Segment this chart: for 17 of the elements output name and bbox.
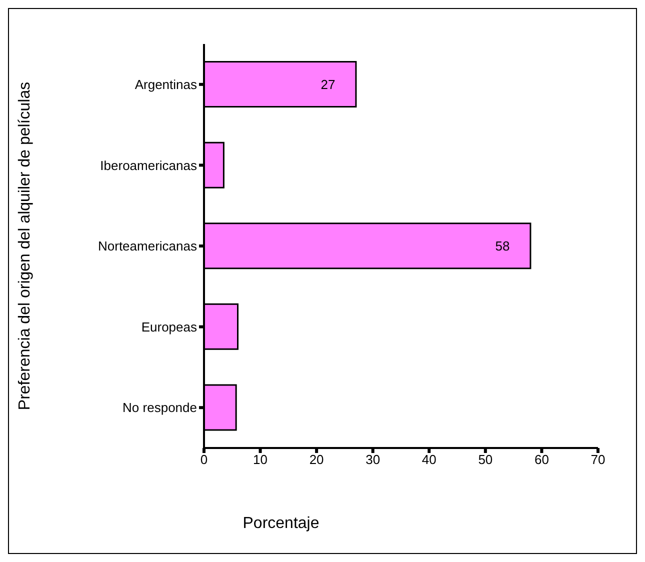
data-label: 27	[320, 76, 336, 92]
x-tick-label: 20	[309, 452, 324, 468]
y-tick-label: Iberoamericanas	[100, 158, 198, 173]
data-label: 58	[495, 238, 510, 254]
x-tick-label: 10	[253, 452, 268, 468]
x-tick-label: 30	[366, 452, 380, 468]
x-tick-label: 0	[200, 452, 208, 468]
y-tick-label: Argentinas	[134, 77, 198, 92]
y-tick-label: No responde	[122, 400, 197, 416]
x-tick-label: 50	[478, 452, 493, 468]
x-tick-label: 70	[590, 452, 606, 468]
x-tick-label: 40	[422, 452, 436, 468]
y-axis-title: Preferencia del origen del alquiler de películas	[16, 82, 34, 410]
x-axis-title: Porcentaje	[242, 515, 320, 532]
x-tick-label: 60	[534, 452, 549, 468]
y-tick-label: Norteamericanas	[98, 238, 198, 254]
y-tick-label: Europeas	[141, 319, 198, 334]
